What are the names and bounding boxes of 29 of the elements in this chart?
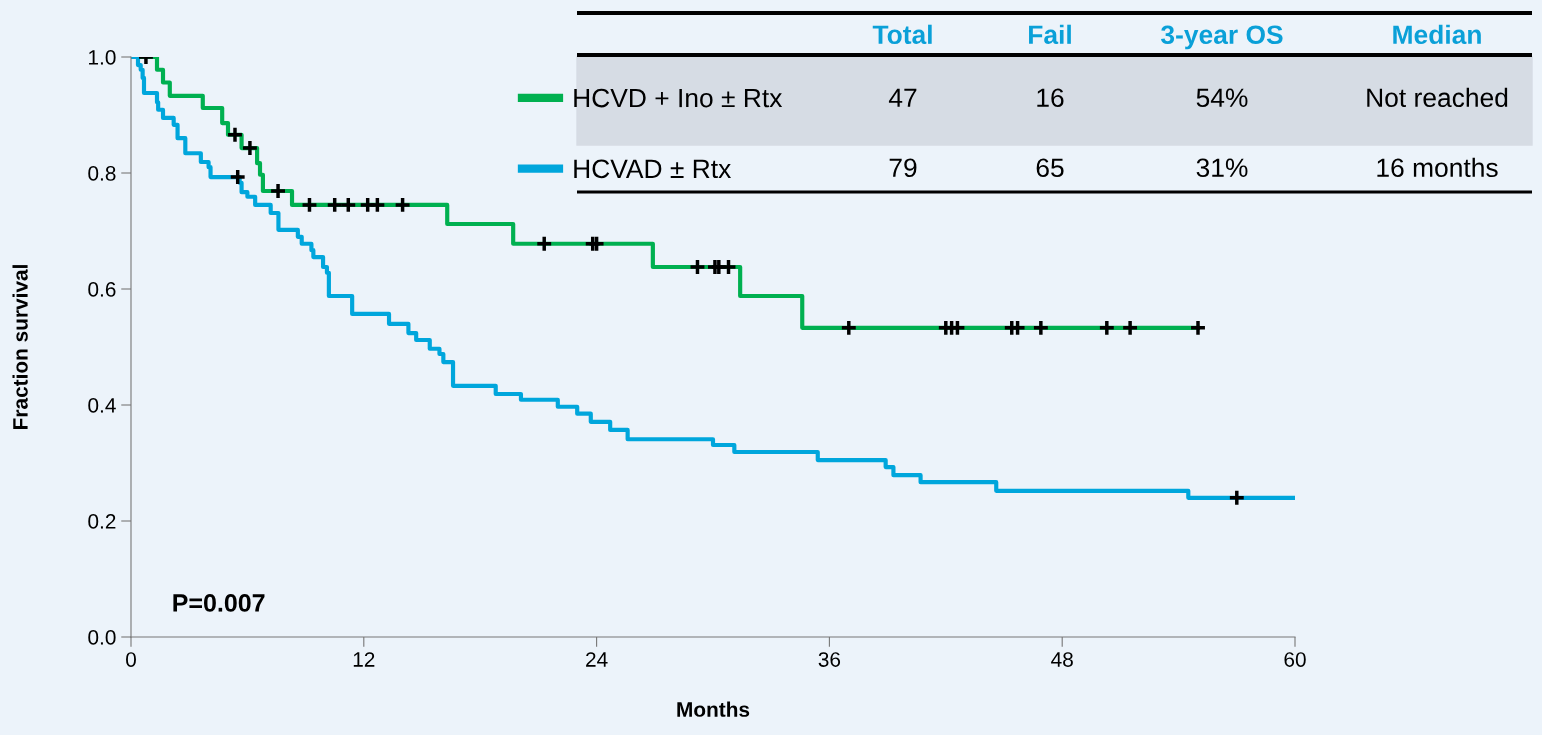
x-tick-label: 24 [586, 652, 608, 667]
y-tick-label: 0.8 [88, 166, 116, 181]
text: Fail [1029, 24, 1071, 45]
annotation: 16 [1037, 88, 1064, 108]
annotation: 54% [1196, 88, 1248, 108]
y-tick-label: 0.4 [88, 398, 116, 413]
text: 3-year OS [1161, 25, 1283, 50]
y-tick-label: 0.0 [88, 630, 116, 645]
x-tick-label: 36 [818, 652, 841, 667]
annotation: 65 [1036, 158, 1064, 178]
y-tick-label: 1.0 [89, 50, 116, 65]
annotation: 31% [1196, 158, 1248, 178]
legend-label: HCVAD ± Rtx [574, 159, 732, 179]
text: Median [1393, 24, 1481, 45]
text: Not reached [1367, 87, 1508, 108]
x-tick-label: 12 [353, 652, 375, 667]
legend-label: HCVD + Ino ± Rtx [574, 88, 783, 108]
x-tick-label: 48 [1051, 652, 1073, 667]
y-tick-label: 0.2 [88, 514, 116, 529]
text: 16 months [1377, 157, 1498, 178]
x-tick-label: 0 [126, 652, 136, 667]
y-tick-label: 0.6 [88, 282, 116, 297]
annotation: P=0.007 [173, 594, 265, 612]
y-axis-title: Fraction survival [12, 265, 28, 429]
annotation: 47 [888, 88, 917, 107]
x-axis-title: Months [677, 701, 750, 717]
text: Total [872, 24, 932, 45]
x-tick-label: 60 [1284, 652, 1306, 667]
annotation: 79 [889, 158, 917, 178]
